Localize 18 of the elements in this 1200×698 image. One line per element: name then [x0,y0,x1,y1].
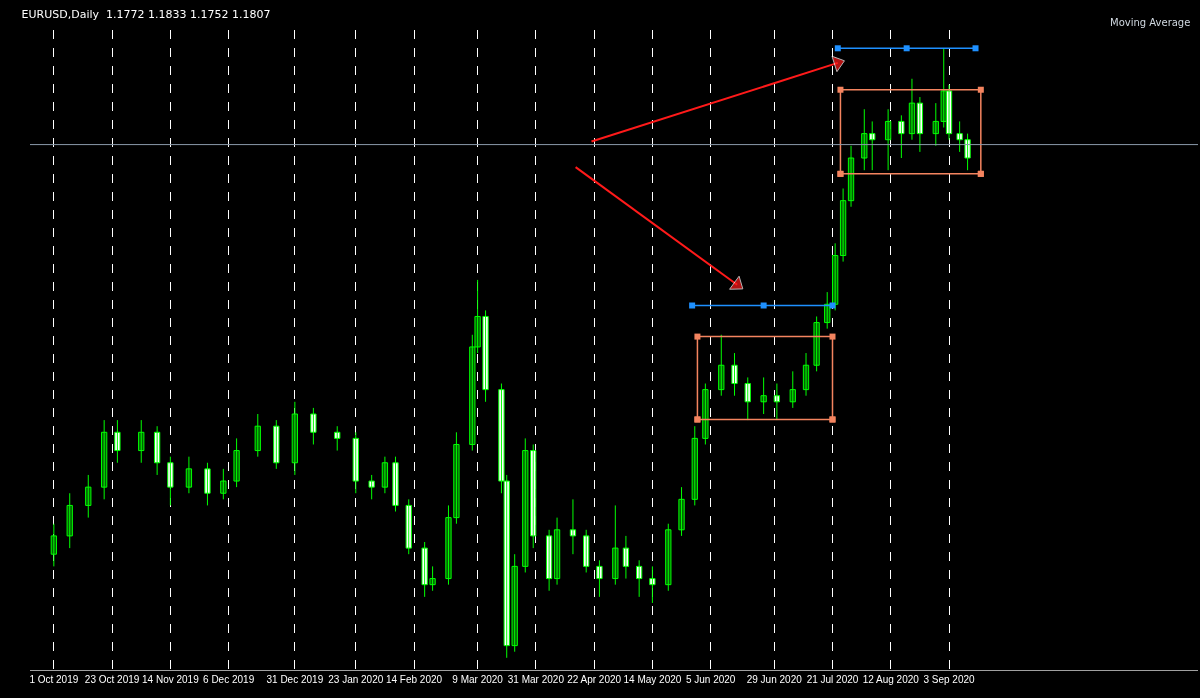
x-tick-label: 6 Dec 2019 [203,674,255,685]
x-tick-label: 31 Dec 2019 [266,674,324,685]
x-tick-label: 14 Nov 2019 [142,674,200,685]
x-tick-label: 14 May 2020 [623,674,682,685]
x-tick-label: 22 Apr 2020 [567,674,622,685]
x-tick-label: 5 Jun 2020 [685,674,736,685]
text: Moving Average [1110,17,1191,28]
x-tick-label: 3 Sep 2020 [923,674,976,685]
x-tick-label: 29 Jun 2020 [746,674,803,685]
x-tick-label: 14 Feb 2020 [385,674,443,685]
chart-title: EURUSD,Daily 1.1772 1.1833 1.1752 1.1807 [21,8,271,22]
x-tick-label: 21 Jul 2020 [806,674,859,685]
x-tick-label: 1 Oct 2019 [29,674,79,685]
x-tick-label: 9 Mar 2020 [452,674,504,685]
x-tick-label: 31 Mar 2020 [507,674,565,685]
x-tick-label: 23 Jan 2020 [328,674,384,685]
x-tick-label: 23 Oct 2019 [84,674,140,685]
x-tick-label: 12 Aug 2020 [862,674,920,685]
